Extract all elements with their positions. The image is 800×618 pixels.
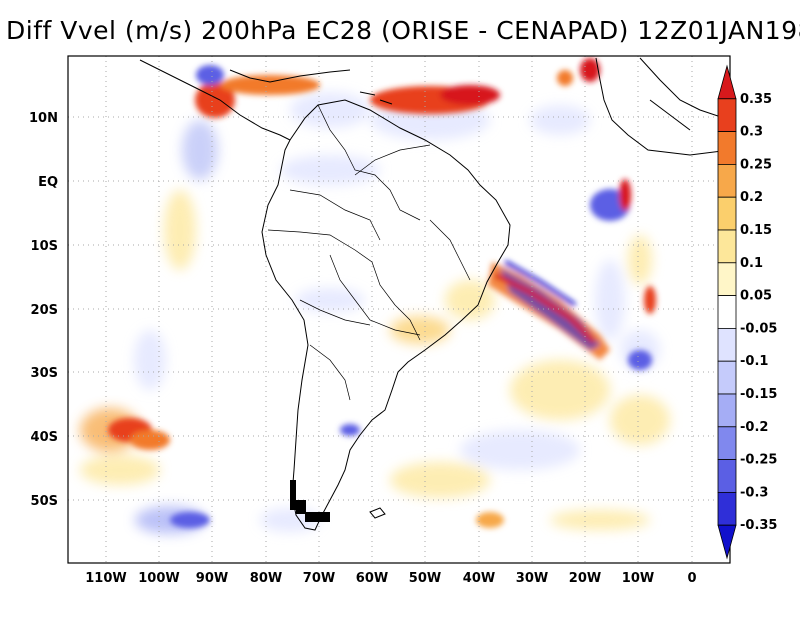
lon-tick: 0: [687, 571, 696, 586]
colorbar-label: 0.3: [740, 125, 763, 140]
convective-band: [488, 260, 610, 360]
colorbar-swatch: [717, 98, 737, 133]
lat-tick-labels: 10N EQ 10S 20S 30S 40S 50S: [29, 111, 58, 509]
lat-tick: 20S: [31, 303, 58, 318]
lat-tick: 30S: [31, 366, 58, 381]
colorbar-swatch: [717, 196, 737, 231]
lon-tick: 90W: [196, 571, 228, 586]
south-america-outline: [261, 99, 511, 531]
colorbar-label: 0.25: [740, 157, 772, 172]
strong-field: [108, 58, 656, 528]
colorbar-swatch: [717, 459, 737, 493]
colorbar-label: 0.05: [740, 289, 772, 304]
colorbar-label: -0.35: [740, 518, 777, 533]
colorbar-swatch: [717, 393, 737, 428]
africa-outline: [595, 57, 730, 156]
colorbar-swatch: [717, 327, 737, 362]
colorbar-label: 0.15: [740, 223, 772, 238]
lon-tick: 80W: [250, 571, 282, 586]
central-america-outline: [139, 59, 291, 141]
colorbar-swatch: [717, 491, 737, 526]
colorbar-label: 0.2: [740, 190, 763, 205]
lat-tick: 40S: [31, 430, 58, 445]
lon-tick: 50W: [409, 571, 441, 586]
colorbar: 0.35 0.3 0.25 0.2 0.15 0.1 0.05 -0.05 -0.1 -0.15 -…: [717, 64, 777, 560]
map-grid: [68, 56, 730, 563]
colorbar-label: 0.35: [740, 92, 772, 107]
colorbar-swatch: [717, 426, 737, 460]
colorbar-label: -0.25: [740, 453, 777, 468]
lon-tick: 40W: [463, 571, 495, 586]
country-borders: [267, 104, 471, 401]
lat-tick: EQ: [38, 175, 58, 190]
colorbar-swatch: [717, 524, 737, 560]
lon-tick: 60W: [356, 571, 388, 586]
colorbar-label: -0.05: [740, 321, 777, 336]
colorbar-label: 0.1: [740, 256, 763, 271]
colorbar-swatch: [717, 295, 737, 329]
map-plot-area: [68, 56, 730, 563]
lat-tick: 10S: [31, 239, 58, 254]
colorbar-swatch: [717, 131, 737, 165]
lat-tick: 50S: [31, 494, 58, 509]
coastlines: [139, 57, 730, 531]
colorbar-swatch: [717, 163, 737, 198]
lon-tick: 100W: [138, 571, 179, 586]
colorbar-label: -0.1: [740, 354, 768, 369]
lon-tick: 20W: [569, 571, 601, 586]
colorbar-swatch: [717, 262, 737, 296]
colorbar-swatch: [717, 229, 737, 264]
lon-tick-labels: 110W 100W 90W 80W 70W 60W 50W 40W 30W 20…: [85, 571, 696, 586]
lon-tick: 10W: [622, 571, 654, 586]
lon-tick: 110W: [85, 571, 126, 586]
colorbar-label: -0.15: [740, 387, 777, 402]
map-title: Diff Vvel (m/s) 200hPa EC28 (ORISE - CEN…: [6, 16, 800, 45]
lat-tick: 10N: [29, 111, 58, 126]
colorbar-swatch: [717, 360, 737, 395]
colorbar-label: -0.2: [740, 420, 768, 435]
lon-tick: 70W: [303, 571, 335, 586]
patagonia-coast: [290, 480, 330, 522]
colorbar-label: -0.3: [740, 485, 768, 500]
lon-tick: 30W: [516, 571, 548, 586]
